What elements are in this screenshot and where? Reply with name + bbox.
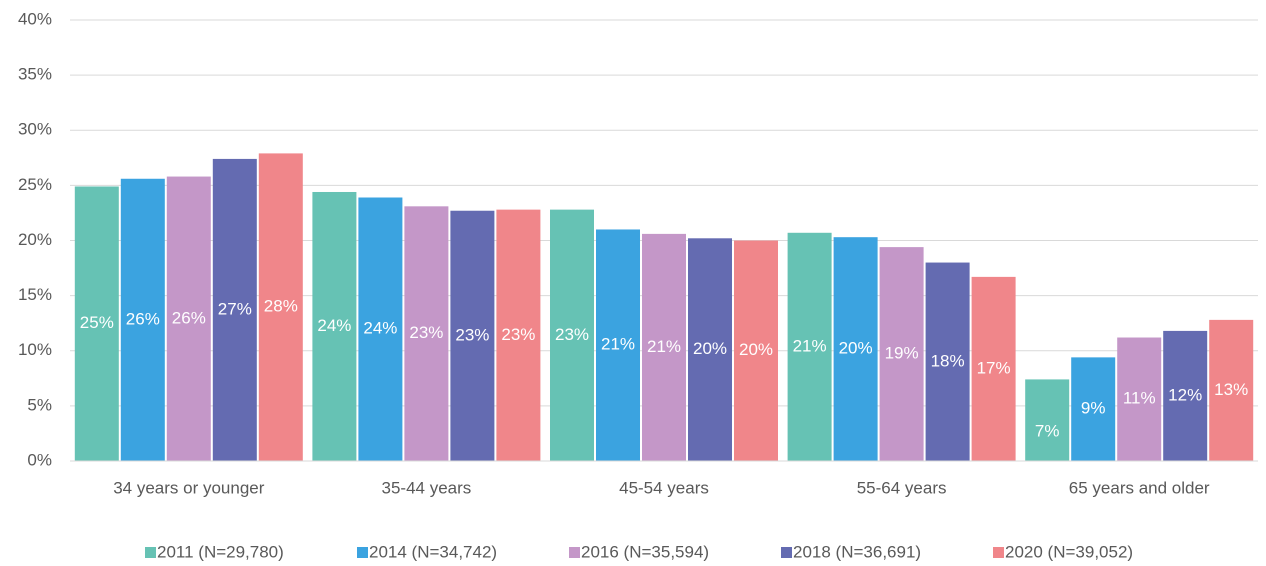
value-label: 20% [839, 339, 873, 358]
legend-label: 2016 (N=35,594) [581, 542, 709, 561]
y-tick-label: 15% [18, 285, 52, 304]
bar [212, 158, 257, 462]
x-tick-label: 45-54 years [619, 478, 709, 497]
value-label: 20% [693, 339, 727, 358]
y-tick-label: 30% [18, 120, 52, 139]
value-label: 21% [601, 335, 635, 354]
bar [833, 237, 878, 461]
value-label: 21% [793, 336, 827, 355]
bar [1117, 337, 1162, 461]
bar [404, 206, 449, 461]
bar [450, 210, 495, 461]
y-tick-label: 5% [27, 395, 52, 414]
value-label: 17% [977, 358, 1011, 377]
value-label: 26% [126, 309, 160, 328]
y-tick-label: 25% [18, 175, 52, 194]
bar [74, 186, 119, 462]
value-label: 23% [501, 325, 535, 344]
x-tick-label: 55-64 years [857, 478, 947, 497]
y-tick-label: 0% [27, 450, 52, 469]
value-label: 19% [885, 344, 919, 363]
bar [312, 191, 357, 462]
y-tick-label: 20% [18, 230, 52, 249]
y-tick-label: 40% [18, 9, 52, 28]
value-label: 24% [317, 316, 351, 335]
bar [1025, 379, 1070, 461]
legend-swatch [357, 547, 368, 558]
bar [1163, 330, 1208, 461]
legend-label: 2011 (N=29,780) [157, 542, 284, 561]
bar [596, 229, 640, 461]
bar [642, 233, 686, 461]
bar [787, 232, 832, 461]
legend-label: 2020 (N=39,052) [1005, 542, 1133, 561]
bar [688, 238, 732, 461]
legend-swatch [993, 547, 1004, 558]
bar [496, 209, 541, 461]
legend-label: 2018 (N=36,691) [793, 542, 921, 561]
bar [879, 247, 924, 461]
bar [971, 276, 1016, 461]
value-label: 24% [363, 319, 397, 338]
value-label: 7% [1035, 422, 1060, 441]
bar [358, 197, 403, 461]
value-label: 20% [739, 340, 773, 359]
bar [925, 262, 970, 461]
value-label: 9% [1081, 399, 1106, 418]
bar [166, 176, 211, 461]
x-tick-label: 34 years or younger [113, 478, 265, 497]
value-label: 12% [1168, 385, 1202, 404]
value-label: 23% [555, 325, 589, 344]
value-label: 18% [931, 351, 965, 370]
y-tick-label: 35% [18, 65, 52, 84]
legend-swatch [781, 547, 792, 558]
value-label: 13% [1214, 380, 1248, 399]
legend-label: 2014 (N=34,742) [369, 542, 497, 561]
bar [258, 153, 303, 461]
y-tick-label: 10% [18, 340, 52, 359]
x-tick-label: 65 years and older [1069, 478, 1210, 497]
bar [550, 209, 594, 461]
value-label: 23% [409, 323, 443, 342]
value-label: 25% [80, 313, 114, 332]
value-label: 23% [455, 325, 489, 344]
bar [1071, 357, 1116, 461]
bar [120, 178, 165, 461]
bar [734, 240, 778, 461]
legend-swatch [145, 547, 156, 558]
x-tick-label: 35-44 years [382, 478, 472, 497]
value-label: 26% [172, 308, 206, 327]
bar [1209, 319, 1254, 461]
value-label: 27% [218, 299, 252, 318]
legend-swatch [569, 547, 580, 558]
value-label: 28% [264, 297, 298, 316]
value-label: 11% [1123, 389, 1156, 408]
value-label: 21% [647, 337, 681, 356]
